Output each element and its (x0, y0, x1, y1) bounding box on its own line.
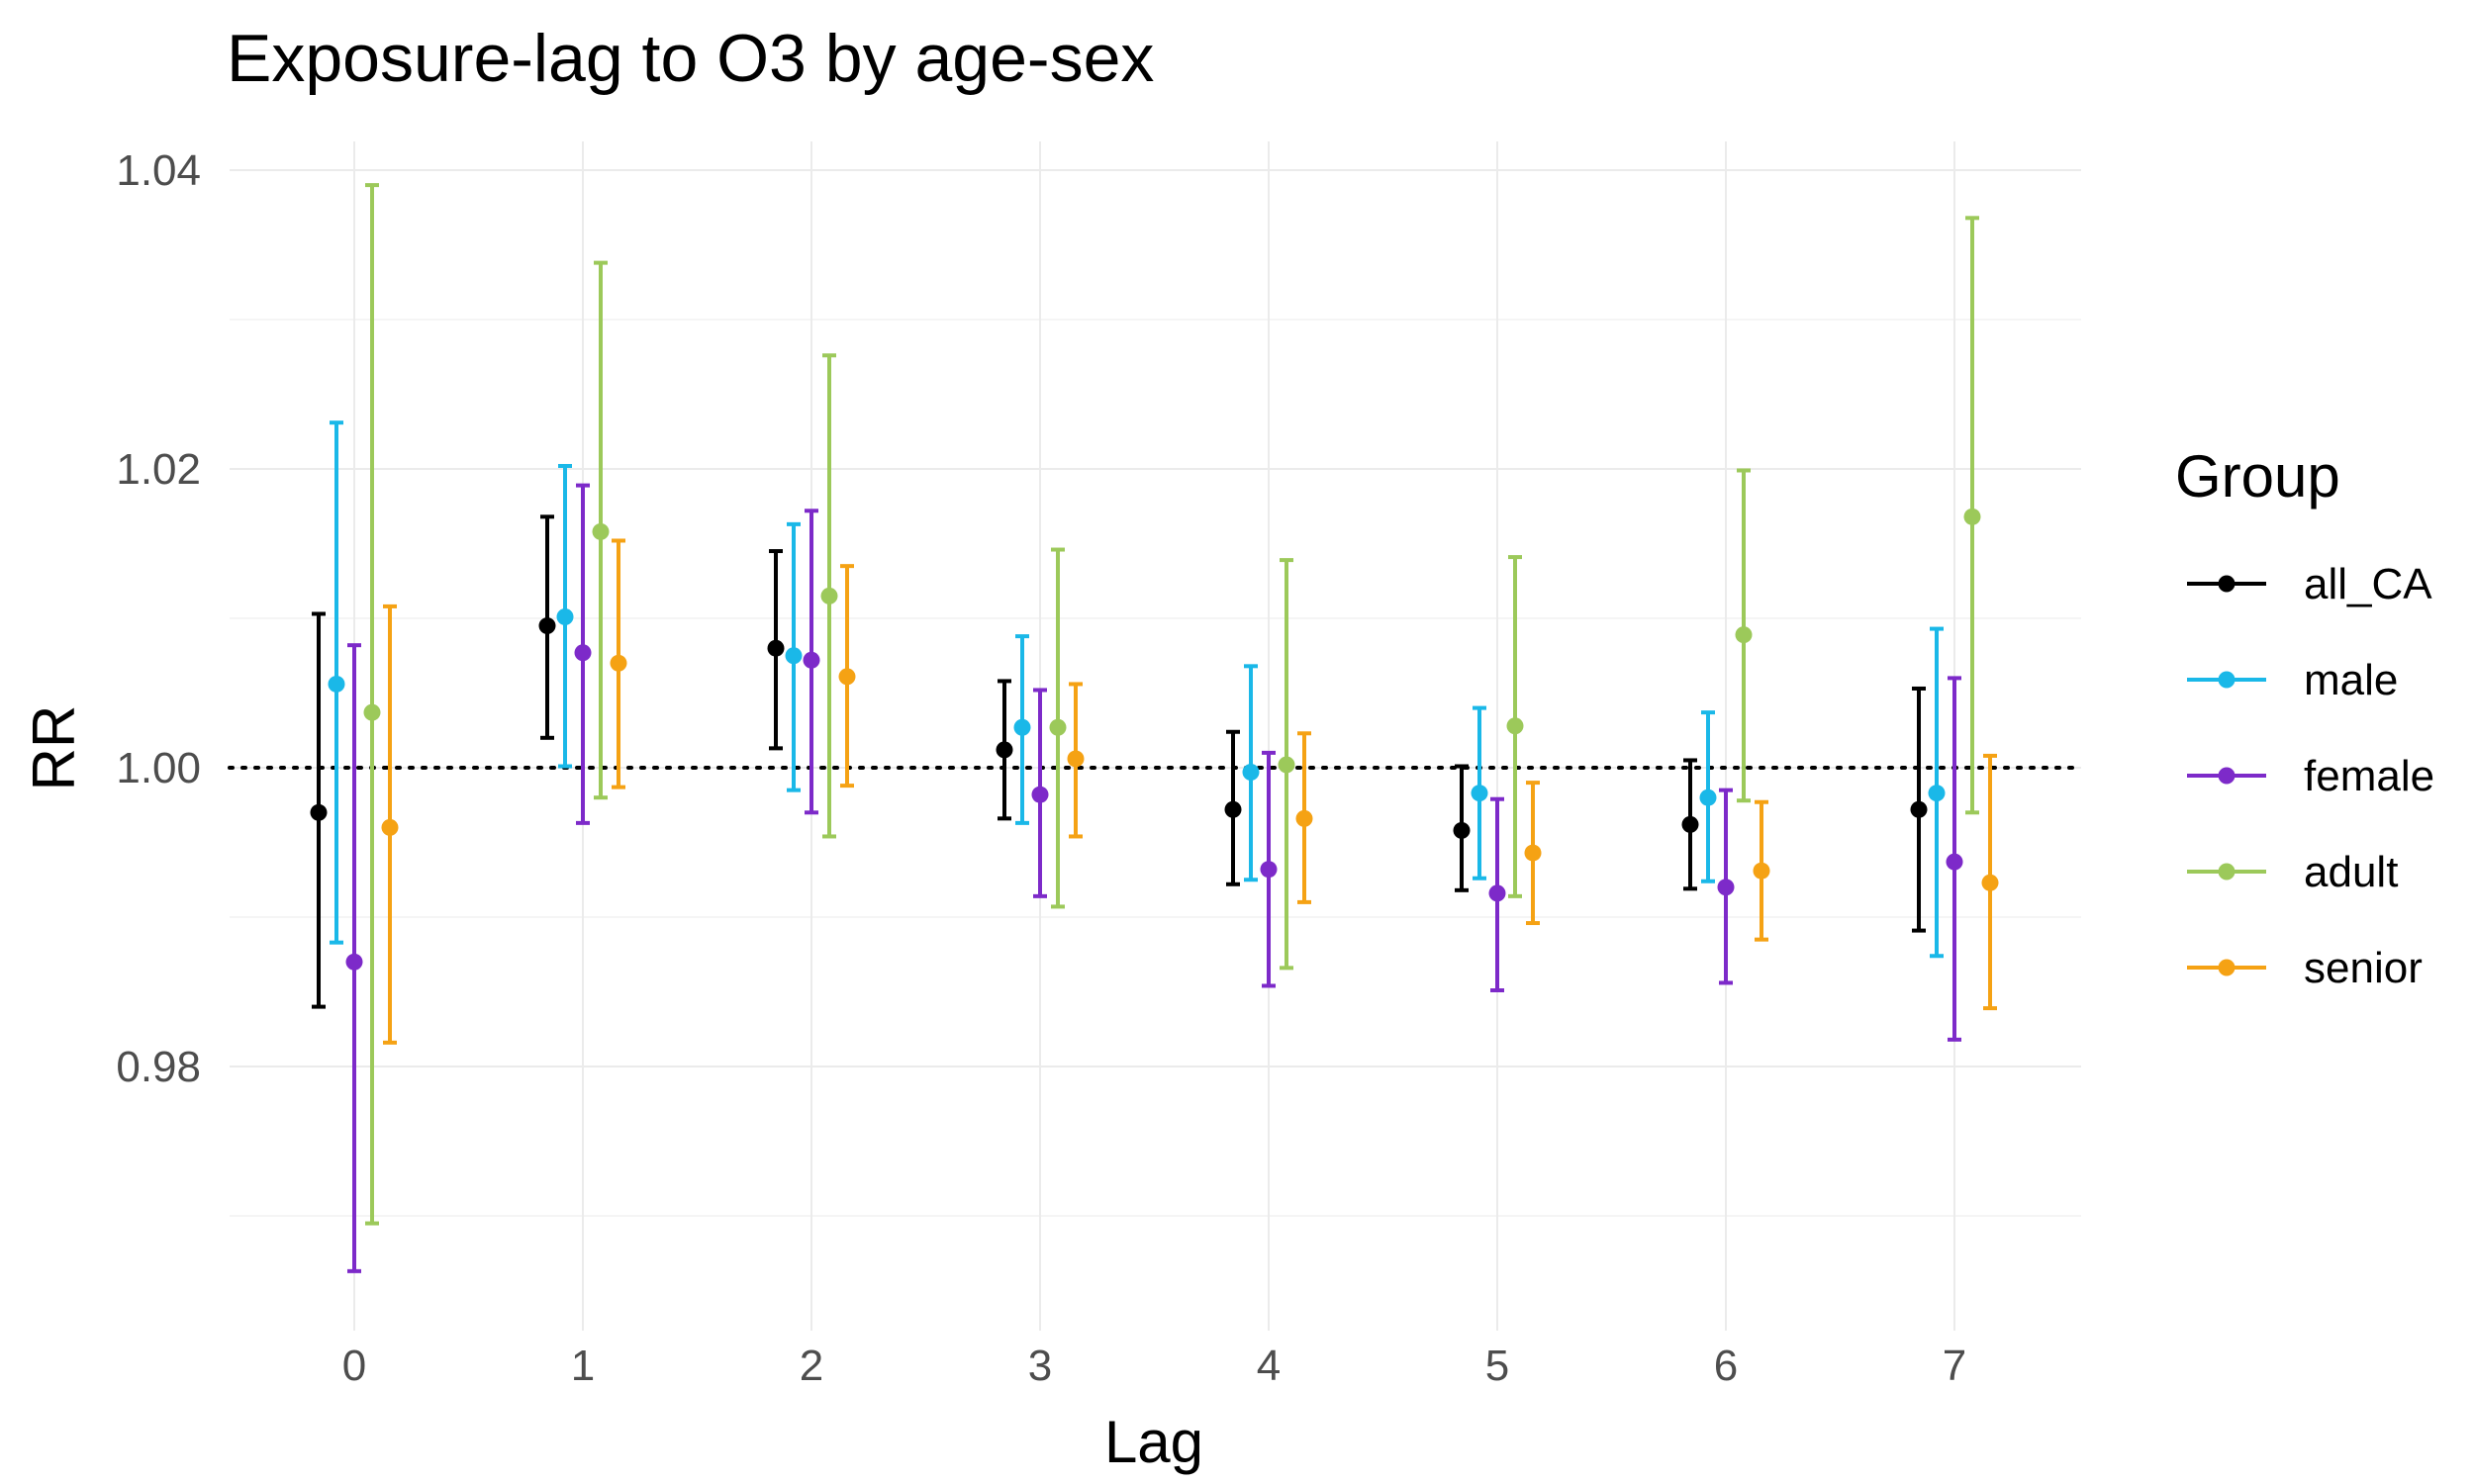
data-point (1013, 718, 1031, 736)
data-point (574, 644, 592, 662)
legend-item-male: male (2187, 656, 2398, 704)
x-tick-label: 6 (1714, 1342, 1738, 1390)
y-tick-label: 0.98 (116, 1043, 201, 1091)
y-tick-label: 1.00 (116, 744, 201, 792)
x-tick-label: 7 (1943, 1342, 1966, 1390)
x-tick-label: 4 (1257, 1342, 1281, 1390)
y-axis-title: RR (21, 705, 87, 791)
legend-key-point (2218, 671, 2236, 689)
data-point (1681, 815, 1699, 833)
data-point (538, 617, 556, 635)
series-female (345, 483, 1963, 1273)
data-point (592, 522, 610, 540)
legend-item-female: female (2187, 752, 2434, 800)
data-point (996, 741, 1013, 759)
data-layer (310, 183, 1999, 1273)
data-point (1295, 809, 1313, 827)
data-point (1910, 800, 1928, 818)
y-tick-label: 1.02 (116, 445, 201, 494)
data-point (1031, 786, 1049, 803)
data-point (838, 668, 856, 686)
x-tick-label: 5 (1485, 1342, 1509, 1390)
data-point (1488, 884, 1506, 902)
data-point (1735, 626, 1753, 644)
data-point (1224, 800, 1242, 818)
series-senior (381, 538, 1999, 1045)
legend-key-point (2218, 959, 2236, 976)
data-point (1278, 756, 1295, 774)
data-point (1242, 764, 1260, 782)
data-point (1049, 718, 1067, 736)
data-point (1717, 879, 1735, 896)
legend-label: male (2304, 656, 2398, 704)
x-tick-label: 3 (1028, 1342, 1052, 1390)
y-tick-label: 1.04 (116, 146, 201, 195)
axis-layer: 0.98 1.00 1.02 1.04 0 1 2 3 4 5 6 7 (116, 146, 1966, 1390)
data-point (1928, 785, 1946, 802)
data-point (1260, 861, 1278, 879)
legend-key-point (2218, 767, 2236, 785)
data-point (610, 654, 627, 672)
legend-item-senior: senior (2187, 944, 2423, 992)
legend-item-adult: adult (2187, 848, 2398, 896)
data-point (785, 647, 803, 665)
data-point (803, 651, 820, 669)
data-point (1506, 717, 1524, 735)
data-point (328, 675, 345, 693)
data-point (1699, 788, 1717, 806)
legend-label: female (2304, 752, 2434, 800)
data-point (1471, 785, 1488, 802)
x-tick-label: 0 (342, 1342, 366, 1390)
data-point (767, 639, 785, 657)
data-point (1963, 508, 1981, 525)
data-point (381, 818, 399, 836)
series-male (328, 420, 1946, 959)
legend-item-all_CA: all_CA (2187, 560, 2432, 608)
chart-title: Exposure-lag to O3 by age-sex (227, 21, 1154, 96)
legend-label: senior (2304, 944, 2423, 992)
data-point (310, 803, 328, 821)
data-point (363, 703, 381, 721)
x-tick-label: 1 (571, 1342, 595, 1390)
series-adult (363, 183, 1981, 1226)
x-axis-title: Lag (1104, 1409, 1203, 1475)
data-point (1524, 844, 1542, 862)
legend-label: all_CA (2304, 560, 2432, 608)
legend-title: Group (2175, 443, 2340, 510)
data-point (1946, 853, 1963, 871)
legend-key-point (2218, 575, 2236, 593)
data-point (556, 607, 574, 625)
data-point (820, 587, 838, 604)
data-point (1753, 862, 1770, 880)
legend-key-point (2218, 863, 2236, 881)
data-point (1453, 821, 1471, 839)
legend-label: adult (2304, 848, 2398, 896)
series-all_CA (310, 514, 1928, 1009)
data-point (1067, 750, 1085, 768)
data-point (1981, 874, 1999, 891)
data-point (345, 953, 363, 971)
x-tick-label: 2 (800, 1342, 823, 1390)
grid-layer (230, 141, 2081, 1331)
